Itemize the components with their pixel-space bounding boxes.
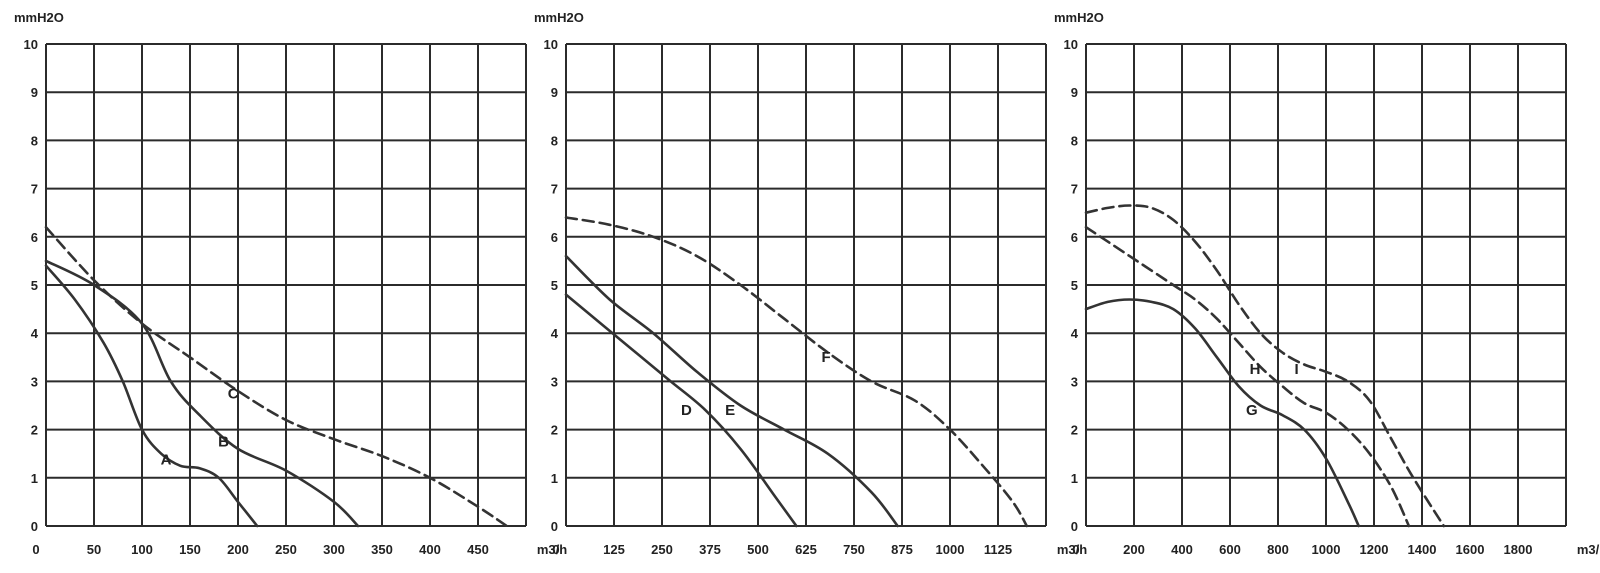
series-label-D: D bbox=[681, 402, 692, 419]
x-tick-label: 400 bbox=[1171, 542, 1193, 557]
y-tick-label: 10 bbox=[24, 37, 38, 52]
y-tick-label: 4 bbox=[1071, 326, 1079, 341]
x-tick-label: 125 bbox=[603, 542, 625, 557]
series-line-A bbox=[44, 264, 259, 528]
y-axis-unit: mmH2O bbox=[1054, 10, 1104, 25]
series-label-C: C bbox=[228, 385, 239, 402]
y-tick-label: 6 bbox=[551, 230, 558, 245]
y-tick-label: 3 bbox=[31, 374, 38, 389]
x-axis-unit: m3/h bbox=[1577, 542, 1600, 557]
series-label-F: F bbox=[821, 349, 830, 366]
x-axis-unit: m3/h bbox=[1057, 542, 1087, 557]
x-tick-label: 375 bbox=[699, 542, 721, 557]
y-axis-unit: mmH2O bbox=[534, 10, 584, 25]
y-tick-label: 0 bbox=[31, 519, 38, 534]
series-label-H: H bbox=[1250, 361, 1261, 378]
x-tick-label: 150 bbox=[179, 542, 201, 557]
y-tick-label: 0 bbox=[551, 519, 558, 534]
y-tick-label: 3 bbox=[1071, 374, 1078, 389]
x-tick-label: 200 bbox=[227, 542, 249, 557]
y-tick-label: 8 bbox=[551, 133, 558, 148]
y-tick-label: 5 bbox=[31, 278, 38, 293]
y-tick-label: 3 bbox=[551, 374, 558, 389]
y-tick-label: 9 bbox=[551, 85, 558, 100]
chart-panel-2: 0 1 2 3 4 5 6 7 8 9 10 0 200 400 600 800 1000 1200 1400 160… bbox=[1054, 10, 1600, 557]
series-label-G: G bbox=[1246, 402, 1258, 419]
y-tick-label: 6 bbox=[31, 230, 38, 245]
series-label-I: I bbox=[1294, 361, 1298, 378]
y-tick-label: 1 bbox=[551, 471, 558, 486]
y-tick-label: 8 bbox=[31, 133, 38, 148]
x-tick-label: 1000 bbox=[936, 542, 965, 557]
y-tick-label: 10 bbox=[1064, 37, 1078, 52]
x-tick-label: 250 bbox=[651, 542, 673, 557]
y-tick-label: 0 bbox=[1071, 519, 1078, 534]
series-line-I bbox=[1084, 204, 1446, 528]
y-tick-label: 7 bbox=[1071, 182, 1078, 197]
y-tick-label: 1 bbox=[31, 471, 38, 486]
x-tick-label: 1400 bbox=[1408, 542, 1437, 557]
x-tick-label: 300 bbox=[323, 542, 345, 557]
x-tick-label: 0 bbox=[32, 542, 39, 557]
x-tick-label: 1600 bbox=[1456, 542, 1485, 557]
x-tick-label: 200 bbox=[1123, 542, 1145, 557]
x-tick-label: 500 bbox=[747, 542, 769, 557]
series-line-E bbox=[564, 254, 899, 528]
y-tick-label: 7 bbox=[31, 182, 38, 197]
x-tick-label: 800 bbox=[1267, 542, 1289, 557]
x-tick-label: 100 bbox=[131, 542, 153, 557]
y-tick-label: 9 bbox=[1071, 85, 1078, 100]
x-tick-label: 600 bbox=[1219, 542, 1241, 557]
x-tick-label: 625 bbox=[795, 542, 817, 557]
x-tick-label: 0 bbox=[1072, 542, 1079, 557]
x-tick-label: 450 bbox=[467, 542, 489, 557]
series-label-B: B bbox=[218, 433, 229, 450]
x-tick-label: 1800 bbox=[1504, 542, 1533, 557]
series-label-E: E bbox=[725, 402, 735, 419]
x-tick-label: 350 bbox=[371, 542, 393, 557]
x-axis-unit: m3/h bbox=[537, 542, 567, 557]
x-tick-label: 750 bbox=[843, 542, 865, 557]
y-tick-label: 7 bbox=[551, 182, 558, 197]
x-tick-label: 1200 bbox=[1360, 542, 1389, 557]
series-label-A: A bbox=[161, 451, 172, 468]
x-tick-label: 400 bbox=[419, 542, 441, 557]
x-tick-label: 1125 bbox=[984, 542, 1012, 557]
x-tick-label: 0 bbox=[552, 542, 559, 557]
y-tick-label: 2 bbox=[31, 423, 38, 438]
y-tick-label: 10 bbox=[544, 37, 558, 52]
series-line-H bbox=[1084, 225, 1411, 528]
series-line-B bbox=[44, 259, 360, 528]
y-tick-label: 5 bbox=[551, 278, 558, 293]
x-tick-label: 250 bbox=[275, 542, 297, 557]
y-tick-label: 5 bbox=[1071, 278, 1078, 293]
y-axis-unit: mmH2O bbox=[14, 10, 64, 25]
series-line-D bbox=[564, 293, 798, 528]
series-line-C bbox=[44, 225, 509, 528]
y-tick-label: 1 bbox=[1071, 471, 1078, 486]
y-tick-label: 8 bbox=[1071, 133, 1078, 148]
x-tick-label: 50 bbox=[87, 542, 101, 557]
series-line-F bbox=[564, 216, 1029, 528]
x-tick-label: 875 bbox=[891, 542, 913, 557]
y-tick-label: 4 bbox=[31, 326, 39, 341]
y-tick-label: 2 bbox=[1071, 423, 1078, 438]
y-tick-label: 2 bbox=[551, 423, 558, 438]
y-tick-label: 9 bbox=[31, 85, 38, 100]
y-tick-label: 4 bbox=[551, 326, 559, 341]
x-tick-label: 1000 bbox=[1312, 542, 1341, 557]
series-line-G bbox=[1084, 298, 1360, 528]
y-tick-label: 6 bbox=[1071, 230, 1078, 245]
